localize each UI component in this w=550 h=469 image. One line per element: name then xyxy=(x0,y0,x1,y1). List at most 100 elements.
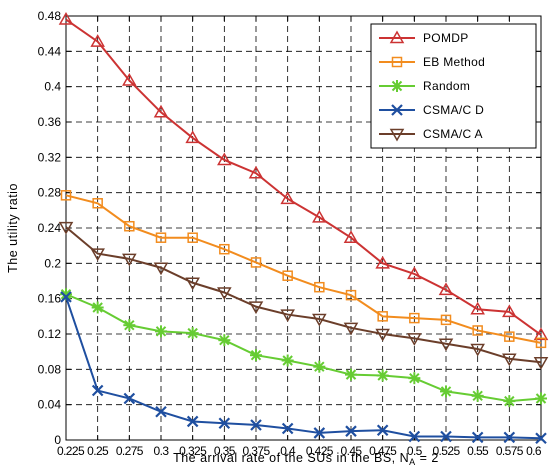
x-tick-label: 0.45 xyxy=(341,444,363,458)
data-point-csma-c-a xyxy=(533,357,549,370)
x-axis-label-tail: = 2 xyxy=(416,451,439,465)
legend-item-csma-c-a: CSMA/C A xyxy=(379,127,483,142)
y-tick-label: 0 xyxy=(54,433,61,447)
x-tick-label: 0.6 xyxy=(526,444,542,458)
legend-label: Random xyxy=(423,79,470,93)
data-point-eb-method xyxy=(155,232,167,243)
data-point-csma-c-a xyxy=(217,287,232,300)
y-tick-label: 0.2 xyxy=(44,256,61,270)
y-tick-label: 0.24 xyxy=(38,221,62,235)
legend-item-csma-c-d: CSMA/C D xyxy=(379,103,484,117)
data-point-pomdp xyxy=(312,209,327,223)
data-point-pomdp xyxy=(90,34,105,47)
data-point-csma-c-a xyxy=(438,338,454,352)
data-point-random xyxy=(535,392,547,405)
data-point-random xyxy=(503,395,516,408)
data-point-csma-c-d xyxy=(471,431,484,444)
x-tick-label: 0.375 xyxy=(242,444,270,458)
legend-label: EB Method xyxy=(423,55,485,69)
x-tick-label: 0.5 xyxy=(407,444,423,458)
x-tick-label: 0.525 xyxy=(432,444,460,458)
data-point-csma-c-d xyxy=(376,424,389,437)
x-tick-label: 0.55 xyxy=(467,444,489,458)
data-point-eb-method xyxy=(92,198,103,209)
data-point-csma-c-a xyxy=(58,221,74,235)
data-point-pomdp xyxy=(438,282,454,296)
data-point-eb-method xyxy=(377,311,388,322)
data-point-csma-c-d xyxy=(91,384,104,397)
data-point-csma-c-a xyxy=(407,333,422,346)
series-line-csma-c-a xyxy=(65,226,542,364)
legend-marker xyxy=(389,30,405,44)
series-line-eb-method xyxy=(65,194,542,344)
legend-label: CSMA/C D xyxy=(423,103,484,117)
data-point-csma-c-a xyxy=(153,262,169,276)
data-point-random xyxy=(345,368,357,381)
y-tick-label: 0.04 xyxy=(38,398,62,412)
data-point-eb-method xyxy=(535,337,547,349)
data-point-csma-c-a xyxy=(90,248,105,262)
data-point-pomdp xyxy=(343,230,359,243)
x-tick-label: 0.325 xyxy=(179,444,207,458)
data-point-eb-method xyxy=(219,243,230,255)
data-point-random xyxy=(123,319,136,332)
legend-label: CSMA/C A xyxy=(423,127,483,141)
data-point-eb-method xyxy=(409,312,420,324)
y-tick-label: 0.28 xyxy=(38,186,62,200)
x-tick-label: 0.575 xyxy=(496,444,524,458)
legend: POMDP EB Method Random CSMA/C D CSMA/C A xyxy=(370,23,537,149)
x-tick-label: 0.4 xyxy=(280,444,296,458)
x-axis-ticks: 0.225 0.25 0.275 0.3 0.325 0.35 0.375 0.4 0.425 0… xyxy=(57,16,543,458)
data-point-csma-c-a xyxy=(502,353,517,367)
data-point-random xyxy=(281,354,294,367)
series-csma-c-a xyxy=(58,221,549,370)
data-point-csma-c-a xyxy=(122,253,137,267)
data-point-csma-c-a xyxy=(470,343,485,357)
legend-item-pomdp: POMDP xyxy=(379,30,469,45)
legend-item-random: Random xyxy=(379,79,470,93)
data-point-pomdp xyxy=(185,130,200,144)
data-point-eb-method xyxy=(250,257,262,268)
y-tick-label: 0.32 xyxy=(38,150,62,164)
y-tick-label: 0.4 xyxy=(44,80,61,94)
data-point-random xyxy=(408,372,421,385)
legend-label: POMDP xyxy=(423,31,469,45)
y-tick-label: 0.16 xyxy=(38,292,62,306)
data-point-eb-method xyxy=(282,270,293,281)
data-point-random xyxy=(218,334,231,347)
data-point-eb-method xyxy=(345,289,357,301)
data-point-csma-c-a xyxy=(343,322,359,336)
legend-marker xyxy=(389,128,405,142)
data-point-csma-c-d xyxy=(313,427,326,439)
series-random xyxy=(60,288,547,408)
data-point-csma-c-a xyxy=(375,328,390,342)
legend-item-eb-method: EB Method xyxy=(379,55,485,69)
data-point-csma-c-d xyxy=(345,425,357,437)
series-pomdp xyxy=(58,12,549,341)
y-tick-label: 0.48 xyxy=(38,9,62,23)
data-point-eb-method xyxy=(124,220,135,232)
x-tick-label: 0.225 xyxy=(57,444,85,458)
series-group xyxy=(58,12,549,445)
x-tick-label: 0.35 xyxy=(214,444,236,458)
series-eb-method xyxy=(60,190,547,349)
x-tick-label: 0.275 xyxy=(116,444,144,458)
series-line-pomdp xyxy=(65,18,542,336)
data-point-eb-method xyxy=(472,325,483,336)
series-csma-c-d xyxy=(60,291,547,445)
data-point-csma-c-d xyxy=(503,431,516,444)
x-tick-label: 0.3 xyxy=(154,444,170,458)
x-axis-label: The arrival rate of the SUs in the BS, N… xyxy=(173,451,439,467)
data-point-eb-method xyxy=(60,190,72,201)
data-point-pomdp xyxy=(58,12,74,25)
y-axis-label: The utility ratio xyxy=(6,183,20,273)
data-point-csma-c-d xyxy=(186,415,199,428)
data-point-pomdp xyxy=(217,152,232,166)
x-tick-label: 0.25 xyxy=(87,444,109,458)
legend-marker xyxy=(391,56,403,68)
data-point-eb-method xyxy=(440,314,452,326)
data-point-eb-method xyxy=(504,331,515,342)
data-point-csma-c-d xyxy=(155,405,167,418)
y-tick-label: 0.08 xyxy=(38,362,62,376)
